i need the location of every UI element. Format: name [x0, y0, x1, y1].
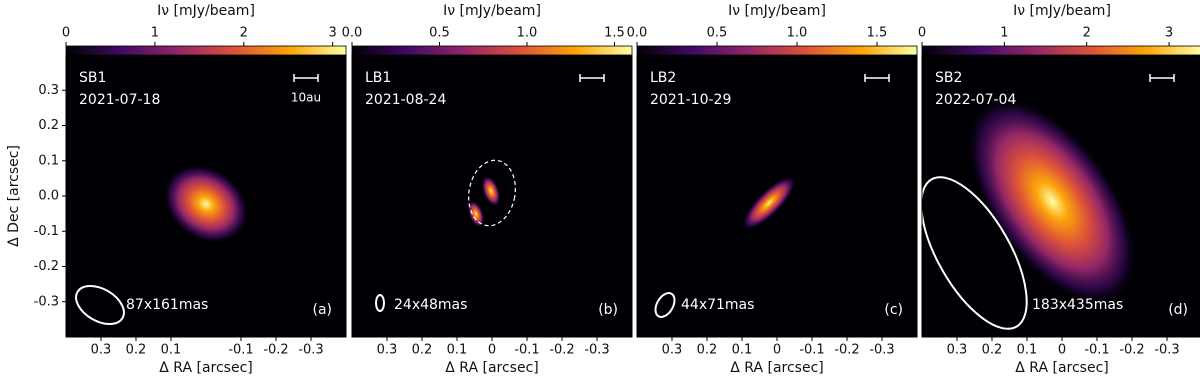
colorbar-tick-label: 0 — [62, 26, 70, 41]
y-tick-label: 0.2 — [38, 118, 59, 133]
beam-size: 44x71mas — [681, 297, 754, 313]
panel: 87x161mas SB1 2021-07-18 (a) 10au 0.3 0.2 0.1 -0… — [6, 3, 347, 376]
y-tick-label: -0.2 — [34, 259, 59, 274]
x-axis-label: Δ RA [arcsec] — [159, 360, 252, 376]
emission — [163, 164, 249, 244]
beam-size: 87x161mas — [126, 297, 208, 313]
colorbar-tick-label: 0 — [918, 26, 926, 41]
emission — [966, 96, 1138, 306]
x-tick-label: 0.2 — [126, 343, 147, 358]
x-tick-label: 0.3 — [947, 343, 968, 358]
date-label: 2021-07-18 — [79, 92, 160, 108]
beam — [922, 176, 1028, 330]
x-axis-label: Δ RA [arcsec] — [445, 360, 538, 376]
x-tick-label: -0.2 — [1119, 343, 1144, 358]
panel-letter: (c) — [884, 302, 903, 318]
colorbar-tick-label: 0.0 — [342, 26, 363, 41]
scale-label: 10au — [291, 91, 321, 105]
panel: 24x48mas LB1 2021-08-24 (b) 0.3 0.2 0.1 0 -0.1 -0… — [342, 3, 633, 376]
y-tick-label: -0.3 — [34, 294, 59, 309]
x-tick-label: -0.2 — [834, 343, 859, 358]
colorbar — [636, 45, 918, 56]
x-tick-label: 0.1 — [447, 343, 468, 358]
x-tick-label: 0.2 — [982, 343, 1003, 358]
image — [654, 176, 796, 318]
y-tick-label: -0.1 — [34, 224, 59, 239]
y-tick-label: 0.0 — [38, 189, 59, 204]
x-tick-label: 0 — [1058, 343, 1066, 358]
colorbar-tick-label: 0.0 — [627, 26, 648, 41]
colorbar-tick-label: 1.5 — [867, 26, 888, 41]
colorbar-tick-label: 0.5 — [429, 26, 450, 41]
panel: 44x71mas LB2 2021-10-29 (c) 0.3 0.2 0.1 0 -0.1 -0… — [627, 3, 918, 376]
x-tick-label: 0.2 — [697, 343, 718, 358]
colorbar-tick-label: 1.0 — [787, 26, 808, 41]
date-label: 2022-07-04 — [935, 92, 1016, 108]
beam — [375, 294, 385, 312]
date-label: 2021-08-24 — [365, 92, 446, 108]
image — [375, 159, 516, 312]
image — [75, 164, 249, 325]
colorbar — [921, 45, 1200, 56]
colorbar-tick-label: 0.5 — [707, 26, 728, 41]
x-tick-label: 0.3 — [662, 343, 683, 358]
dashed-outline — [468, 159, 516, 227]
emission — [742, 176, 796, 230]
source-label: SB2 — [935, 70, 962, 86]
colorbar-tick-label: 1 — [1000, 26, 1008, 41]
x-tick-label: 0 — [488, 343, 496, 358]
x-tick-label: 0.1 — [1017, 343, 1038, 358]
x-tick-label: 0.3 — [377, 343, 398, 358]
x-tick-label: -0.1 — [1084, 343, 1109, 358]
source-label: LB1 — [365, 70, 391, 86]
colorbar-tick-label: 1 — [151, 26, 159, 41]
colorbar-label: Iν [mJy/beam] — [1013, 3, 1111, 19]
colorbar — [65, 45, 347, 56]
x-tick-label: -0.2 — [263, 343, 288, 358]
x-tick-label: 0.3 — [91, 343, 112, 358]
x-tick-label: -0.1 — [228, 343, 253, 358]
emission — [467, 200, 485, 228]
colorbar — [351, 45, 633, 56]
colorbar-label: Iν [mJy/beam] — [443, 3, 541, 19]
beam — [654, 292, 676, 318]
panel-letter: (a) — [312, 302, 332, 318]
panel-letter: (d) — [1168, 302, 1188, 318]
x-tick-label: -0.3 — [1154, 343, 1179, 358]
x-tick-label: -0.3 — [584, 343, 609, 358]
colorbar-tick-label: 2 — [240, 26, 248, 41]
image — [922, 96, 1138, 330]
x-axis-label: Δ RA [arcsec] — [730, 360, 823, 376]
colorbar-label: Iν [mJy/beam] — [157, 3, 255, 19]
panel: 183x435mas SB2 2022-07-04 (d) 0.3 0.2 0.1 0 -0.1… — [918, 3, 1200, 376]
x-tick-label: -0.3 — [869, 343, 894, 358]
colorbar-tick-label: 3 — [329, 26, 337, 41]
date-label: 2021-10-29 — [650, 92, 731, 108]
x-axis-label: Δ RA [arcsec] — [1015, 360, 1108, 376]
colorbar-tick-label: 3 — [1165, 26, 1173, 41]
beam-size: 24x48mas — [394, 297, 467, 313]
x-tick-label: -0.1 — [799, 343, 824, 358]
colorbar-tick-label: 2 — [1083, 26, 1091, 41]
x-tick-label: 0.2 — [412, 343, 433, 358]
x-tick-label: -0.1 — [514, 343, 539, 358]
x-tick-label: 0.1 — [161, 343, 182, 358]
beam-size: 183x435mas — [1032, 297, 1123, 313]
x-tick-label: 0.1 — [732, 343, 753, 358]
y-axis-label: Δ Dec [arcsec] — [6, 145, 22, 247]
x-tick-label: -0.2 — [549, 343, 574, 358]
panel-letter: (b) — [598, 302, 618, 318]
y-tick-label: 0.1 — [38, 153, 59, 168]
colorbar-tick-label: 1.5 — [604, 26, 625, 41]
source-label: SB1 — [79, 70, 106, 86]
colorbar-tick-label: 1.0 — [517, 26, 538, 41]
emission — [481, 175, 501, 207]
source-label: LB2 — [650, 70, 676, 86]
beam — [75, 285, 125, 325]
y-tick-label: 0.3 — [38, 83, 59, 98]
colorbar-label: Iν [mJy/beam] — [728, 3, 826, 19]
x-tick-label: -0.3 — [298, 343, 323, 358]
x-tick-label: 0 — [773, 343, 781, 358]
